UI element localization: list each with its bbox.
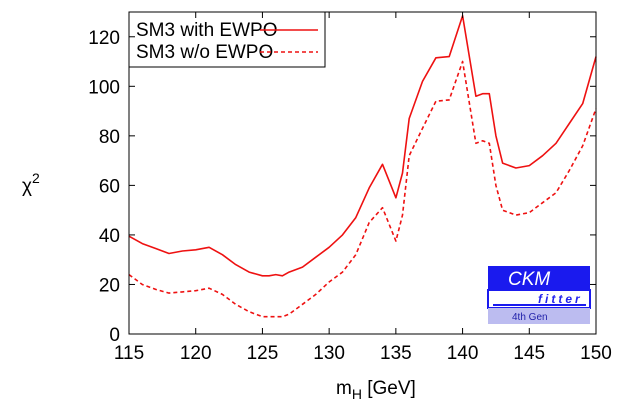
plot-frame <box>128 11 597 335</box>
x-tick-label: 145 <box>513 343 545 364</box>
legend-label-1: SM3 with EWPO <box>136 20 277 41</box>
y-axis-title-main: χ <box>22 176 32 197</box>
x-tick-label: 140 <box>447 343 479 364</box>
legend-box <box>128 11 326 68</box>
x-tick-label: 125 <box>247 343 279 364</box>
x-tick-label: 120 <box>180 343 212 364</box>
x-axis-title-subscript: H <box>352 386 362 402</box>
series-line-2 <box>128 60 597 318</box>
ckm-fitter-logo: CKM fitter 4th Gen <box>487 266 591 324</box>
y-axis-title: χ2 <box>22 170 40 197</box>
x-axis-title-main: m <box>336 378 352 399</box>
logo-bottom-band <box>488 308 590 324</box>
x-tick-label: 115 <box>114 343 144 364</box>
x-tick-label: 150 <box>580 343 612 364</box>
x-tick-label: 135 <box>380 343 412 364</box>
y-tick-label: 0 <box>109 325 120 346</box>
legend-label-2: SM3 w/o EWPO <box>136 42 273 63</box>
logo-gen-text: 4th Gen <box>512 312 548 323</box>
logo-ckm-text: CKM <box>508 269 550 290</box>
y-tick-label: 20 <box>99 275 120 296</box>
y-tick-label: 60 <box>99 176 120 197</box>
y-tick-label: 40 <box>99 226 120 247</box>
x-axis-title: mH [GeV] <box>336 378 416 402</box>
y-tick-label: 80 <box>99 127 120 148</box>
x-tick-label: 130 <box>313 343 345 364</box>
logo-fitter-text: fitter <box>538 292 583 306</box>
logo-top-band <box>488 266 590 290</box>
series-line-1 <box>128 14 597 277</box>
y-tick-label: 120 <box>88 28 120 49</box>
x-axis-title-unit: [GeV] <box>362 378 416 399</box>
y-tick-label: 100 <box>88 77 120 98</box>
y-axis-title-superscript: 2 <box>32 170 40 186</box>
